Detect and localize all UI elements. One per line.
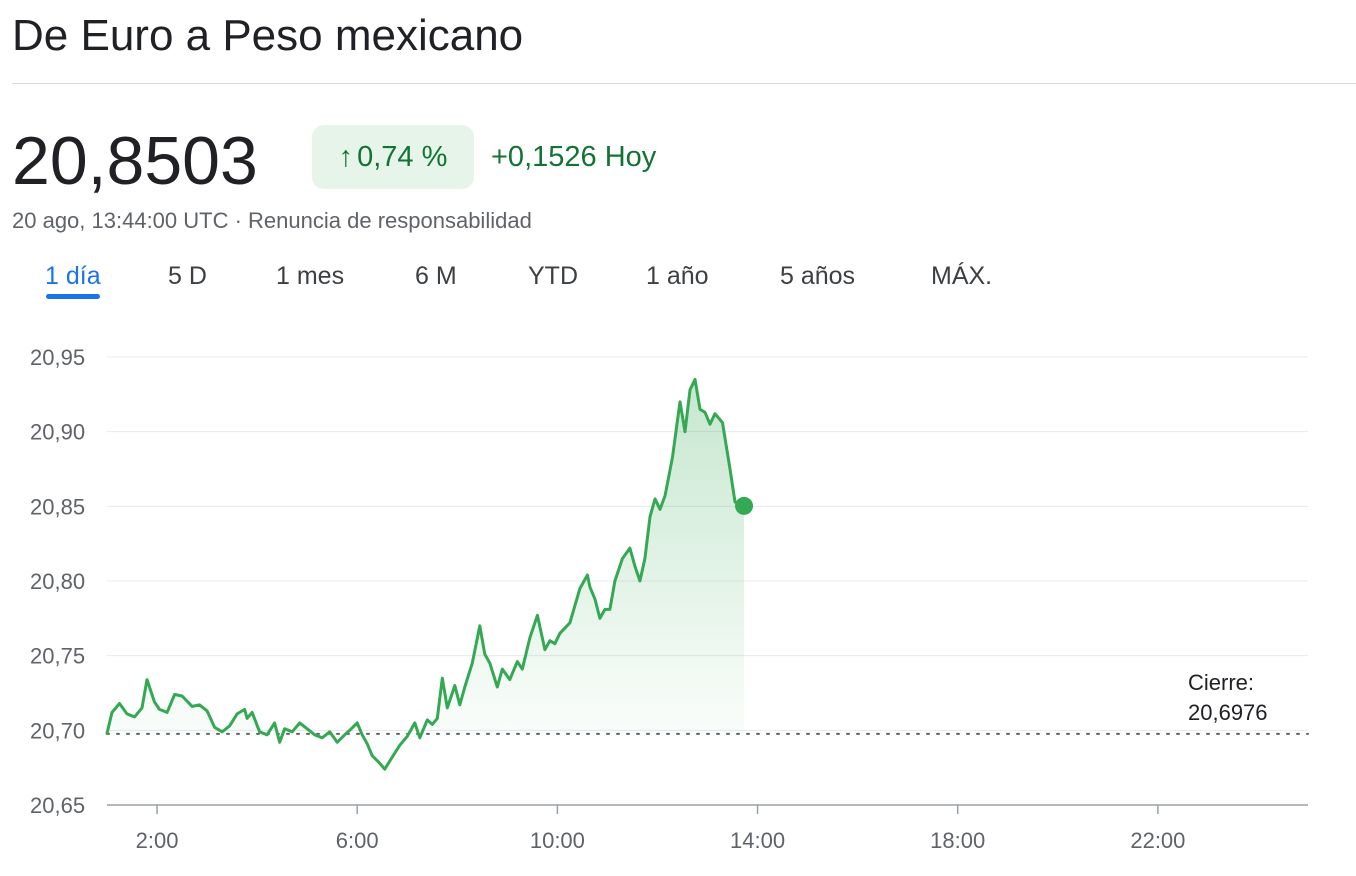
y-tick-label: 20,90	[30, 420, 85, 445]
range-tabs: 1 día 5 D 1 mes 6 M YTD 1 año 5 años MÁX…	[0, 258, 1356, 306]
tab-ytd[interactable]: YTD	[528, 262, 578, 290]
change-absolute: +0,1526 Hoy	[491, 141, 657, 173]
x-tick-label: 22:00	[1130, 828, 1185, 853]
previous-close-caption: Cierre:	[1188, 670, 1254, 695]
y-tick-label: 20,75	[30, 644, 85, 669]
x-tick-label: 14:00	[730, 828, 785, 853]
x-tick-label: 10:00	[530, 828, 585, 853]
current-price: 20,8503	[12, 123, 258, 199]
timestamp-line: 20 ago, 13:44:00 UTC · Renuncia de respo…	[12, 207, 532, 235]
page-title: De Euro a Peso mexicano	[12, 11, 524, 60]
current-point	[735, 496, 754, 515]
x-tick-label: 6:00	[336, 828, 379, 853]
x-tick-label: 18:00	[930, 828, 985, 853]
y-tick-label: 20,95	[30, 345, 85, 370]
y-tick-label: 20,65	[30, 793, 85, 818]
tab-1-month[interactable]: 1 mes	[276, 262, 345, 290]
tab-6-months[interactable]: 6 M	[415, 262, 457, 290]
meta-separator: ·	[228, 208, 249, 233]
x-tick-label: 2:00	[136, 828, 179, 853]
change-percent-badge: ↑ 0,74 %	[312, 125, 474, 189]
active-tab-indicator	[46, 294, 100, 299]
series-area	[107, 379, 744, 770]
y-tick-label: 20,70	[30, 718, 85, 743]
previous-close-value: 20,6976	[1188, 700, 1268, 725]
tab-1-day[interactable]: 1 día	[45, 262, 101, 290]
series-line	[105, 377, 746, 771]
tab-max[interactable]: MÁX.	[931, 262, 993, 290]
change-percent: 0,74 %	[357, 140, 448, 173]
header-divider	[12, 83, 1356, 84]
tab-5-years[interactable]: 5 años	[780, 262, 856, 290]
price-chart[interactable]: 20,65 20,70 20,75 20,80 20,85 20,90 20,95 2:00 6…	[0, 330, 1356, 876]
timestamp: 20 ago, 13:44:00 UTC	[12, 208, 229, 233]
arrow-up-icon: ↑	[338, 140, 354, 173]
y-tick-label: 20,80	[30, 569, 85, 594]
tab-1-year[interactable]: 1 año	[646, 262, 709, 290]
disclaimer-link[interactable]: Renuncia de responsabilidad	[248, 208, 532, 233]
tab-5-days[interactable]: 5 D	[168, 262, 207, 290]
y-tick-label: 20,85	[30, 494, 85, 519]
